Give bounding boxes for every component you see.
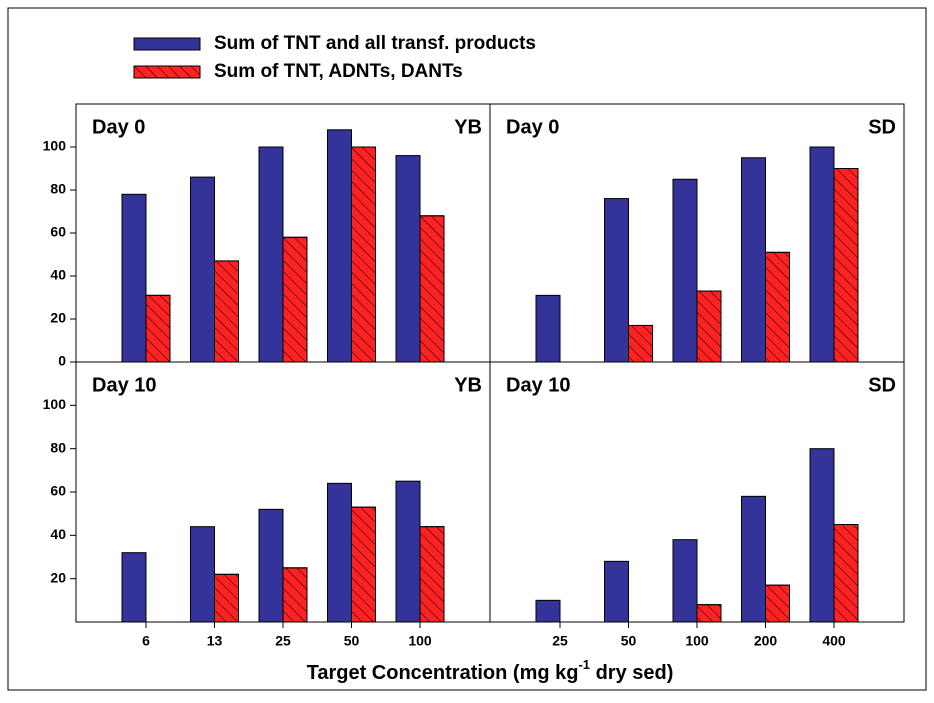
- x-tick-label: 400: [822, 633, 846, 649]
- panel-title: Day 0: [92, 116, 145, 138]
- panel-subtitle: YB: [454, 374, 482, 396]
- x-axis-label-part: Target Concentration (mg kg: [307, 662, 579, 684]
- legend-label: Sum of TNT and all transf. products: [214, 33, 536, 54]
- legend-hatch: [133, 65, 201, 79]
- bar-hatch: [628, 324, 653, 363]
- bar: [809, 448, 835, 623]
- bar-hatch: [833, 524, 859, 623]
- legend-swatch: [133, 37, 201, 51]
- bar: [327, 129, 352, 363]
- bar: [190, 176, 215, 363]
- bar-hatch: [419, 215, 445, 363]
- x-tick-label: 6: [142, 633, 150, 649]
- y-tick-label: 40: [50, 267, 66, 283]
- bar-hatch: [145, 294, 171, 363]
- y-tick-label: 80: [50, 181, 66, 197]
- y-tick-label: 100: [43, 396, 67, 412]
- bar-hatch: [696, 604, 722, 623]
- panel-title: Day 10: [92, 374, 157, 396]
- bar-hatch: [282, 236, 308, 363]
- x-axis-label: Target Concentration (mg kg-1 dry sed): [307, 657, 674, 684]
- bar: [604, 560, 629, 623]
- y-tick-label: 0: [58, 353, 66, 369]
- y-tick-label: 20: [50, 310, 66, 326]
- x-tick-label: 50: [344, 633, 360, 649]
- y-tick-label: 20: [50, 569, 66, 585]
- x-tick-label: 200: [754, 633, 778, 649]
- x-axis-label-part: dry sed): [590, 662, 673, 684]
- bar: [535, 294, 561, 363]
- x-tick-label: 25: [275, 633, 291, 649]
- x-tick-label: 13: [207, 633, 223, 649]
- bar: [535, 599, 561, 623]
- x-tick-label: 100: [685, 633, 709, 649]
- panel-subtitle: SD: [868, 374, 896, 396]
- panel-title: Day 0: [506, 116, 559, 138]
- bar-hatch: [214, 260, 239, 363]
- bar-hatch: [696, 290, 722, 363]
- panel-title: Day 10: [506, 374, 571, 396]
- panel-subtitle: YB: [454, 116, 482, 138]
- bar-hatch: [765, 584, 790, 623]
- legend-label: Sum of TNT, ADNTs, DANTs: [214, 61, 463, 82]
- y-tick-label: 100: [43, 138, 67, 154]
- bar: [258, 146, 284, 363]
- bar: [395, 480, 421, 623]
- x-tick-label: 50: [621, 633, 637, 649]
- bar: [327, 482, 352, 623]
- bar: [395, 155, 421, 363]
- bar: [258, 508, 284, 623]
- x-tick-label: 100: [408, 633, 432, 649]
- bar: [121, 552, 147, 623]
- bar-hatch: [833, 168, 859, 363]
- bar: [741, 157, 766, 363]
- bar: [121, 193, 147, 363]
- bar: [672, 539, 698, 623]
- bar: [672, 178, 698, 363]
- bar: [604, 198, 629, 363]
- bar-hatch: [282, 567, 308, 623]
- bar-hatch: [351, 146, 376, 363]
- bar-hatch: [351, 506, 376, 623]
- y-tick-label: 40: [50, 526, 66, 542]
- bar: [809, 146, 835, 363]
- bar-hatch: [214, 573, 239, 623]
- bar: [190, 526, 215, 623]
- panel-subtitle: SD: [868, 116, 896, 138]
- x-tick-label: 25: [552, 633, 568, 649]
- y-tick-label: 60: [50, 483, 66, 499]
- y-tick-label: 80: [50, 439, 66, 455]
- bar: [741, 495, 766, 623]
- bar-hatch: [419, 526, 445, 623]
- x-axis-label-sup: -1: [578, 657, 590, 672]
- bar-hatch: [765, 251, 790, 363]
- y-tick-label: 60: [50, 224, 66, 240]
